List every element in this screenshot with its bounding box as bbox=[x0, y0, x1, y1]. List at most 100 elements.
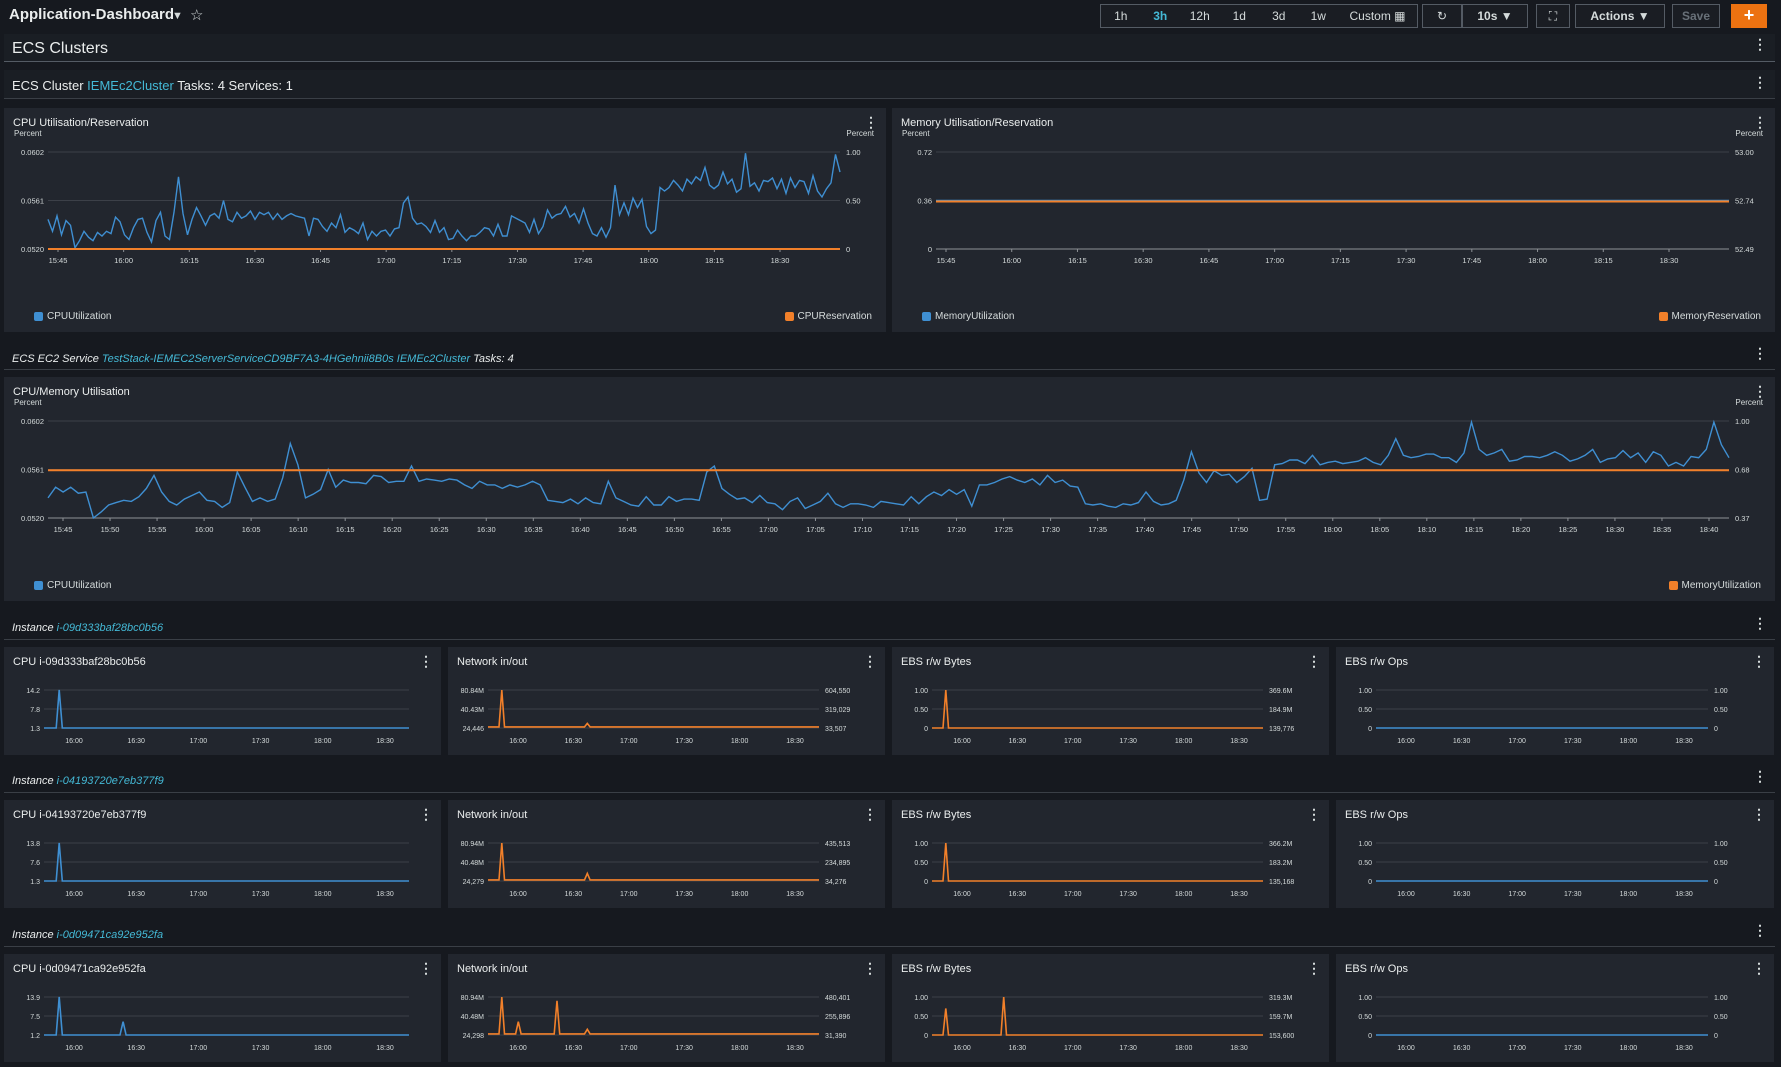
y-tick-right: 0.50 bbox=[1714, 860, 1728, 867]
range-1w[interactable]: 1w bbox=[1310, 9, 1326, 23]
legend-item[interactable]: CPUUtilization bbox=[34, 311, 111, 322]
more-options-icon[interactable]: ⋮ bbox=[419, 960, 433, 976]
instance-heading: Instance i-04193720e7eb377f9 bbox=[12, 775, 164, 787]
more-options-icon[interactable]: ⋮ bbox=[1753, 768, 1767, 784]
x-tick-label: 17:30 bbox=[675, 1045, 693, 1052]
more-options-icon[interactable]: ⋮ bbox=[1307, 806, 1321, 822]
legend-item[interactable]: MemoryUtilization bbox=[1668, 580, 1761, 591]
widget-title: EBS r/w Ops bbox=[1345, 809, 1408, 821]
range-custom[interactable]: Custom ▦ bbox=[1338, 5, 1417, 27]
service-link[interactable]: TestStack-IEMEC2ServerServiceCD9BF7A3-4H… bbox=[101, 353, 394, 365]
instance-link[interactable]: i-09d333baf28bc0b56 bbox=[56, 622, 164, 634]
more-options-icon[interactable]: ⋮ bbox=[1753, 383, 1767, 399]
widget-instance-metric: EBS r/w Bytes ⋮ 1.00 319.3M 0.50 159.7M 0 153,6… bbox=[892, 954, 1329, 1062]
caret-down-icon[interactable]: ▼ bbox=[172, 10, 183, 22]
y-tick-left: 13.9 bbox=[26, 995, 40, 1002]
y-tick-left: 0 bbox=[1368, 879, 1372, 886]
add-widget-button[interactable]: + bbox=[1731, 4, 1767, 28]
section-instance: Instance i-0d09471ca92e952fa ⋮ bbox=[4, 917, 1775, 947]
more-options-icon[interactable]: ⋮ bbox=[1307, 960, 1321, 976]
x-tick-label: 18:30 bbox=[1675, 1045, 1693, 1052]
actions-dropdown[interactable]: Actions ▼ bbox=[1575, 4, 1665, 28]
legend-item[interactable]: MemoryUtilization bbox=[922, 311, 1014, 322]
more-options-icon[interactable]: ⋮ bbox=[1307, 653, 1321, 669]
range-12h[interactable]: 12h bbox=[1189, 9, 1210, 23]
star-icon[interactable]: ☆ bbox=[190, 7, 204, 24]
more-options-icon[interactable]: ⋮ bbox=[1752, 960, 1766, 976]
more-options-icon[interactable]: ⋮ bbox=[863, 653, 877, 669]
more-options-icon[interactable]: ⋮ bbox=[1753, 114, 1767, 130]
refresh-interval-dropdown[interactable]: 10s ▼ bbox=[1462, 4, 1528, 28]
widget-instance-metric: CPU i-09d333baf28bc0b56 ⋮ 14.2 7.8 1.3 16:00 1… bbox=[4, 647, 441, 755]
y-tick-right: 153,600 bbox=[1269, 1033, 1294, 1040]
refresh-interval-label: 10s bbox=[1477, 9, 1498, 23]
more-options-icon[interactable]: ⋮ bbox=[1753, 74, 1767, 90]
actions-label: Actions bbox=[1590, 9, 1635, 23]
more-options-icon[interactable]: ⋮ bbox=[419, 806, 433, 822]
widget-title: CPU Utilisation/Reservation bbox=[13, 117, 149, 129]
chart-svg: Percent Percent 0.0602 1.00 0.0561 0.68 0.0520… bbox=[14, 398, 1764, 534]
x-tick-label: 16:15 bbox=[180, 256, 199, 265]
instance-prefix: Instance bbox=[12, 622, 57, 634]
cluster-stats: Tasks: 4 Services: 1 bbox=[177, 78, 293, 93]
x-tick-label: 16:45 bbox=[1200, 256, 1219, 265]
x-tick-label: 18:00 bbox=[1620, 738, 1638, 745]
chart-svg: 14.2 7.8 1.3 16:00 16:30 17:00 17:30 18:00 18:30 bbox=[26, 688, 409, 745]
section-ecs-cluster: ECS Cluster IEMEc2Cluster Tasks: 4 Servi… bbox=[4, 70, 1775, 99]
x-tick-label: 18:00 bbox=[639, 256, 658, 265]
more-options-icon[interactable]: ⋮ bbox=[1752, 653, 1766, 669]
more-options-icon[interactable]: ⋮ bbox=[863, 960, 877, 976]
range-1d[interactable]: 1d bbox=[1232, 9, 1246, 23]
range-3h[interactable]: 3h bbox=[1153, 9, 1168, 23]
instance-link[interactable]: i-04193720e7eb377f9 bbox=[56, 775, 164, 787]
x-tick-label: 18:00 bbox=[1323, 525, 1342, 534]
legend-item[interactable]: CPUUtilization bbox=[34, 580, 111, 591]
y-tick-right: 1.00 bbox=[1735, 417, 1750, 426]
x-tick-label: 18:30 bbox=[376, 738, 394, 745]
time-range-selector: 1h 3h 12h 1d 3d 1w Custom ▦ bbox=[1100, 4, 1418, 28]
x-tick-label: 17:30 bbox=[1564, 891, 1582, 898]
range-3d[interactable]: 3d bbox=[1272, 9, 1286, 23]
y-tick-right: 52.49 bbox=[1735, 245, 1754, 254]
x-tick-label: 18:00 bbox=[1620, 891, 1638, 898]
more-options-icon[interactable]: ⋮ bbox=[863, 806, 877, 822]
refresh-button[interactable]: ↻ bbox=[1422, 4, 1462, 28]
more-options-icon[interactable]: ⋮ bbox=[1752, 806, 1766, 822]
widget-cpu-memory-utilisation: CPU/Memory Utilisation ⋮ Percent Percent 0.0… bbox=[4, 377, 1775, 601]
more-options-icon[interactable]: ⋮ bbox=[864, 114, 878, 130]
range-1h[interactable]: 1h bbox=[1114, 9, 1128, 23]
widget-title: Network in/out bbox=[457, 809, 528, 821]
save-button[interactable]: Save bbox=[1672, 4, 1720, 28]
cluster-heading: ECS Cluster IEMEc2Cluster Tasks: 4 Servi… bbox=[12, 78, 293, 93]
x-tick-label: 16:30 bbox=[565, 1045, 583, 1052]
widget-instance-metric: CPU i-04193720e7eb377f9 ⋮ 13.8 7.6 1.3 16:00 1… bbox=[4, 800, 441, 908]
legend-item[interactable]: MemoryReservation bbox=[1658, 311, 1761, 322]
more-options-icon[interactable]: ⋮ bbox=[1753, 615, 1767, 631]
dashboard-title[interactable]: Application-Dashboard bbox=[9, 6, 175, 23]
fullscreen-button[interactable]: ⛶ bbox=[1536, 4, 1570, 28]
more-options-icon[interactable]: ⋮ bbox=[1753, 36, 1767, 52]
x-tick-label: 16:20 bbox=[383, 525, 402, 534]
widget-title: CPU i-0d09471ca92e952fa bbox=[13, 963, 146, 975]
more-options-icon[interactable]: ⋮ bbox=[1753, 922, 1767, 938]
chart-svg: 80.84M 604,550 40.43M 319,029 24,446 33,507 16… bbox=[461, 688, 851, 745]
y-tick-right: 255,896 bbox=[825, 1014, 850, 1021]
x-tick-label: 16:35 bbox=[524, 525, 543, 534]
x-tick-label: 17:00 bbox=[1064, 891, 1082, 898]
x-tick-label: 16:30 bbox=[1453, 891, 1471, 898]
y-tick-left: 1.3 bbox=[30, 879, 40, 886]
legend-swatch bbox=[34, 312, 43, 321]
y-tick-left: 0 bbox=[928, 245, 932, 254]
cluster-link[interactable]: IEMEc2Cluster bbox=[87, 78, 174, 93]
service-cluster-link[interactable]: IEMEc2Cluster bbox=[396, 353, 471, 365]
more-options-icon[interactable]: ⋮ bbox=[419, 653, 433, 669]
series-line bbox=[488, 996, 819, 1035]
legend-item[interactable]: CPUReservation bbox=[784, 311, 872, 322]
more-options-icon[interactable]: ⋮ bbox=[1753, 345, 1767, 361]
x-tick-label: 16:45 bbox=[618, 525, 637, 534]
instance-link[interactable]: i-0d09471ca92e952fa bbox=[56, 929, 164, 941]
x-tick-label: 16:00 bbox=[509, 1045, 527, 1052]
x-tick-label: 18:30 bbox=[1606, 525, 1625, 534]
x-tick-label: 17:30 bbox=[675, 738, 693, 745]
x-tick-label: 16:00 bbox=[65, 738, 83, 745]
